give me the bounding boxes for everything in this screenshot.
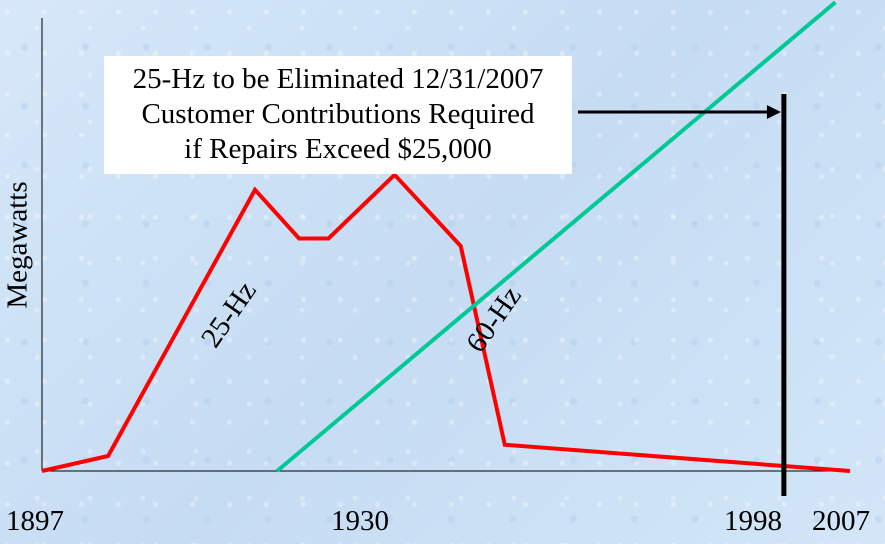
y-axis-label: Megawatts	[1, 181, 34, 309]
x-tick-label-1998: 1998	[724, 505, 782, 537]
x-tick-label-2007: 2007	[812, 505, 870, 537]
x-tick-label-1930: 1930	[331, 505, 389, 537]
annotation-line-2: Customer Contributions Required	[141, 98, 535, 130]
annotation-line-1: 25-Hz to be Eliminated 12/31/2007	[132, 63, 544, 95]
series-line-60-hz	[275, 0, 837, 473]
x-tick-label-1897: 1897	[6, 505, 64, 537]
annotation-box: 25-Hz to be Eliminated 12/31/2007 Custom…	[104, 56, 572, 174]
series-line-25-hz	[41, 171, 851, 473]
annotation-arrowhead	[766, 105, 781, 119]
annotation-line-3: if Repairs Exceed $25,000	[184, 133, 492, 165]
